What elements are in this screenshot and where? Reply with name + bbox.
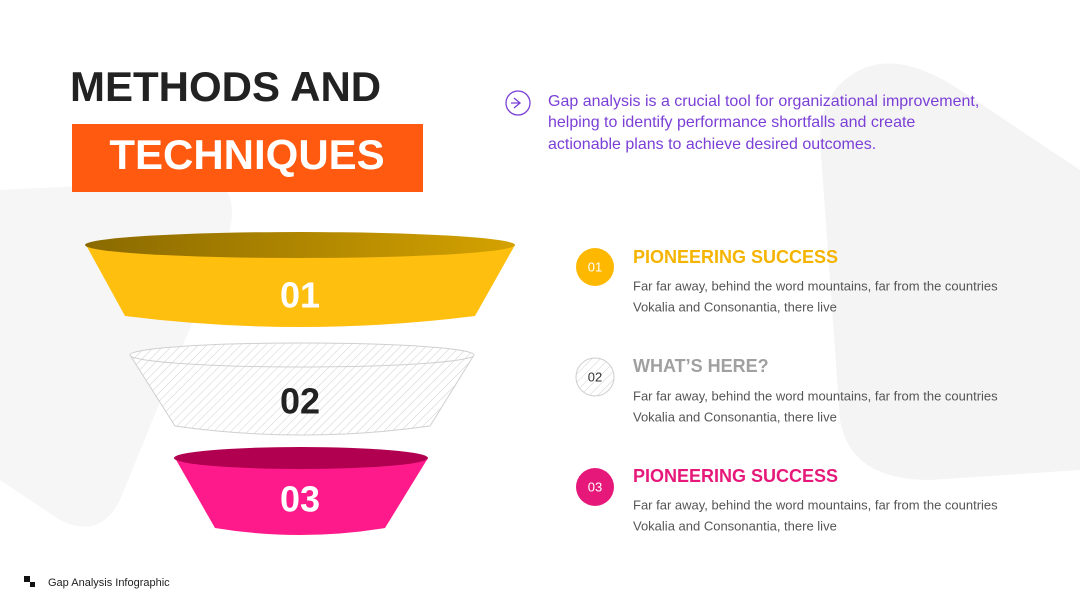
item-badge	[576, 468, 614, 506]
item-number: 01	[588, 259, 602, 274]
item-number: 03	[588, 479, 602, 494]
item-badge	[575, 357, 615, 397]
item-heading: PIONEERING SUCCESS	[633, 466, 838, 486]
footer-text: Gap Analysis Infographic	[48, 577, 170, 589]
item-text: Far far away, behind the word mountains,…	[633, 278, 998, 293]
item-text: Vokalia and Consonantia, there live	[633, 409, 837, 424]
item-heading: PIONEERING SUCCESS	[633, 247, 838, 267]
title-highlight	[72, 124, 423, 192]
item-heading: WHAT’S HERE?	[633, 356, 769, 376]
footer-icon	[30, 582, 35, 587]
intro-text: helping to identify performance shortfal…	[548, 114, 915, 131]
item-number: 02	[588, 369, 602, 384]
funnel-top	[129, 342, 475, 368]
funnel-top	[174, 447, 428, 469]
funnel-segment	[175, 458, 428, 535]
funnel-top	[85, 232, 515, 258]
intro-text: actionable plans to achieve desired outc…	[548, 136, 876, 153]
intro-text: Gap analysis is a crucial tool for organ…	[548, 93, 979, 110]
item-text: Far far away, behind the word mountains,…	[633, 388, 998, 403]
funnel-segment	[129, 354, 475, 436]
item-badge	[576, 248, 614, 286]
title-line: METHODS AND	[70, 63, 381, 110]
funnel-label: 02	[280, 381, 320, 422]
item-text: Vokalia and Consonantia, there live	[633, 299, 837, 314]
funnel-segment	[86, 245, 515, 327]
item-text: Vokalia and Consonantia, there live	[633, 518, 837, 533]
arrow-icon	[505, 90, 531, 116]
bg-shape	[820, 63, 1080, 480]
footer-icon	[24, 576, 30, 582]
funnel-label: 03	[280, 479, 320, 520]
item-text: Far far away, behind the word mountains,…	[633, 497, 998, 512]
arrow-icon	[511, 97, 522, 109]
funnel-label: 01	[280, 275, 320, 316]
title-line: TECHNIQUES	[109, 131, 384, 178]
